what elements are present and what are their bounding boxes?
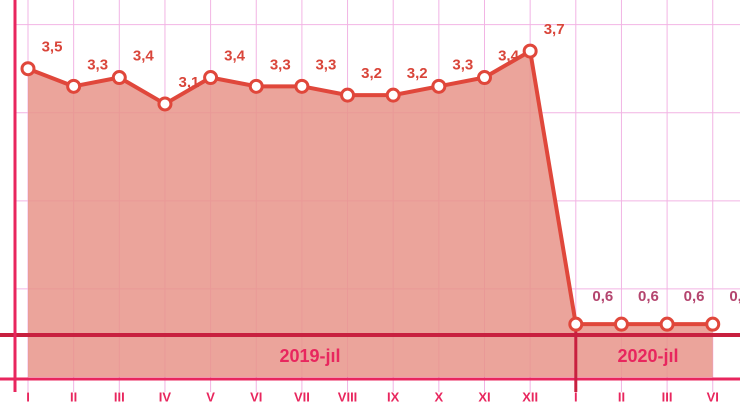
data-label: 3,2 (407, 65, 428, 82)
data-label: 3,2 (361, 65, 382, 82)
x-tick-label: II (70, 389, 77, 404)
data-label: 3,4 (498, 47, 520, 64)
marker (522, 43, 538, 59)
x-tick-label: I (574, 389, 578, 404)
data-label: 3,4 (224, 47, 246, 64)
x-tick-label: XI (478, 389, 490, 404)
data-label: 0,6 (729, 288, 740, 305)
x-tick-label: VIII (338, 389, 358, 404)
marker (705, 316, 721, 332)
x-tick-label: IX (387, 389, 400, 404)
data-label: 0,6 (684, 288, 705, 305)
marker (20, 61, 36, 77)
marker (568, 316, 584, 332)
data-label: 0,6 (638, 288, 659, 305)
x-tick-label: XII (522, 389, 538, 404)
annotation: 2020-jıl (617, 346, 678, 366)
x-tick-label: I (26, 389, 30, 404)
area (28, 51, 713, 378)
x-tick-label: X (435, 389, 444, 404)
marker (111, 70, 127, 86)
x-tick-label: VI (250, 389, 262, 404)
data-label: 3,3 (452, 56, 473, 73)
marker (477, 70, 492, 86)
marker (340, 87, 356, 103)
x-tick-label: IV (159, 389, 172, 404)
marker (66, 78, 82, 94)
data-label: 0,6 (592, 288, 613, 305)
data-label: 3,3 (315, 56, 336, 73)
marker (385, 87, 401, 103)
data-label: 3,1 (179, 74, 200, 91)
data-label: 3,3 (270, 56, 291, 73)
marker (431, 78, 447, 94)
data-label: 3,3 (87, 56, 108, 73)
x-tick-label: V (206, 389, 215, 404)
x-tick-label: III (662, 389, 673, 404)
line (27, 49, 713, 327)
annotation: 2019-jıl (279, 346, 340, 366)
data-label: 3,5 (42, 39, 63, 56)
marker (203, 70, 219, 86)
marker (659, 316, 675, 332)
x-tick-label: VI (707, 389, 719, 404)
x-tick-label: III (114, 389, 125, 404)
marker (157, 96, 173, 112)
x-tick-label: II (618, 389, 625, 404)
marker (613, 316, 629, 332)
data-label: 3,7 (544, 21, 565, 38)
x-tick-label: VII (294, 389, 310, 404)
marker (294, 78, 310, 94)
marker (248, 78, 264, 94)
data-label: 3,4 (133, 47, 155, 64)
